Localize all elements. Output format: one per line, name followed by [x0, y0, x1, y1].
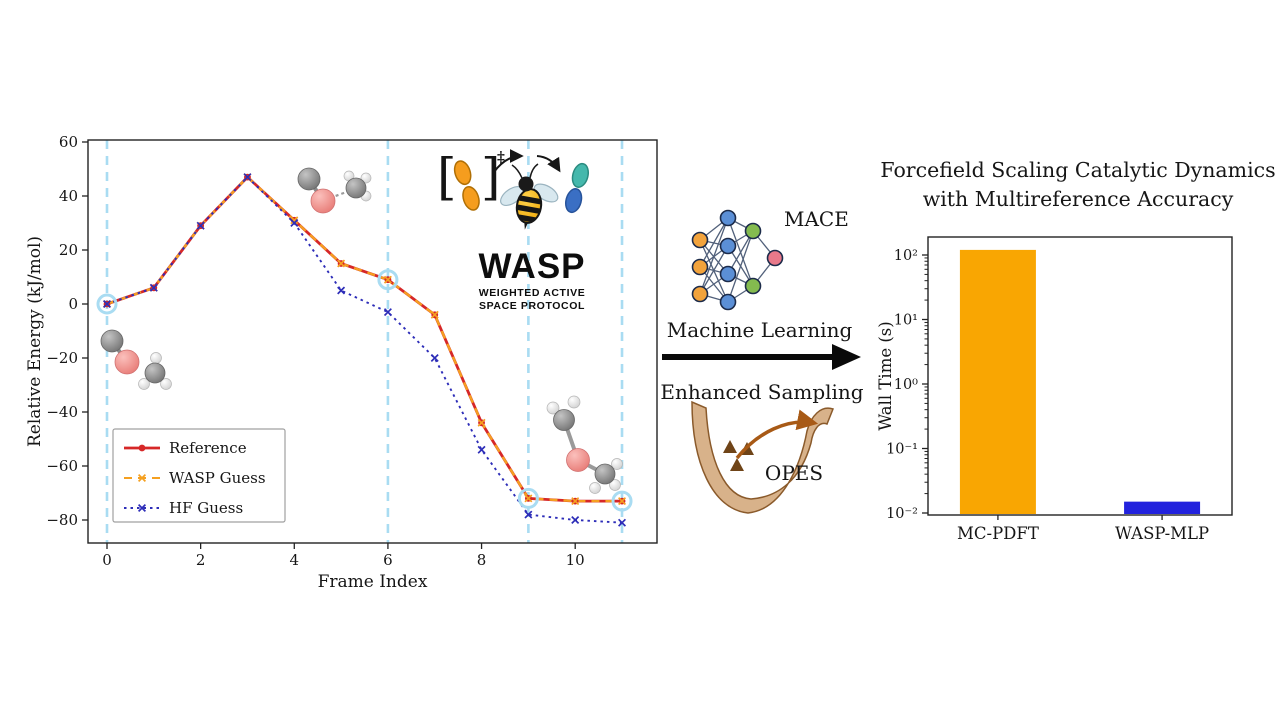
x-tick-label: 4	[290, 551, 300, 569]
x-tick-label: 10	[566, 551, 585, 569]
y-axis-label: Relative Energy (kJ/mol)	[25, 236, 45, 447]
x-marker	[290, 218, 299, 228]
legend-label: HF Guess	[169, 499, 243, 517]
flow-arrow-icon	[662, 344, 861, 370]
x-axis-label: Frame Index	[318, 572, 428, 592]
x-marker	[383, 308, 392, 317]
molecule-reactants-icon	[100, 329, 172, 390]
x-marker	[243, 173, 252, 182]
y-tick-label: −80	[46, 511, 78, 529]
molecule-transition-state-icon	[297, 167, 372, 214]
network-node	[719, 209, 737, 227]
network-node	[691, 258, 709, 276]
escape-arrow-icon	[735, 409, 819, 460]
teal-orbital-icon	[565, 162, 589, 214]
x-marker	[137, 473, 147, 483]
network-node	[691, 285, 709, 303]
wasp-logo-title: WASP	[478, 247, 586, 286]
x-marker	[618, 497, 627, 506]
x-marker	[571, 515, 580, 525]
x-marker	[430, 310, 439, 319]
network-node	[691, 231, 709, 249]
x-marker	[430, 353, 439, 363]
machine-learning-label: Machine Learning	[666, 318, 853, 342]
walltime-bar-chart: 10² 10¹ 10⁰ 10⁻¹ 10⁻² MC-PDFT WASP-MLP Wall Tim…	[876, 236, 1233, 543]
bar-chart-title: Forcefield Scaling Catalytic Dynamics wi…	[880, 158, 1276, 211]
x-tick-label: 0	[102, 551, 112, 569]
x-tick-label: MC-PDFT	[957, 524, 1039, 543]
network-node	[719, 293, 737, 311]
y-tick-label: 60	[59, 133, 78, 151]
highlight-halo	[517, 487, 539, 509]
orange-orbital-icon	[453, 160, 480, 211]
highlight-halo	[611, 490, 633, 512]
network-node	[719, 237, 737, 255]
opes-label: OPES	[764, 461, 824, 485]
bar-WASP-MLP	[1124, 501, 1201, 514]
x-tick-label: WASP-MLP	[1115, 524, 1209, 543]
bar-MC-PDFT	[959, 249, 1036, 514]
molecule-product-icon	[546, 395, 623, 494]
x-marker	[383, 275, 392, 284]
x-marker	[149, 283, 158, 292]
opes-well-icon	[691, 400, 834, 514]
y-tick-label: 40	[59, 187, 78, 205]
y-tick-label: 20	[59, 241, 78, 259]
mace-network-icon	[691, 209, 784, 311]
x-marker	[524, 494, 533, 503]
ts-bracket-open: [	[437, 148, 457, 206]
y-tick-label: 10⁰	[894, 377, 918, 393]
x-marker	[102, 299, 112, 309]
wasp-logo-icon	[453, 149, 589, 230]
network-node	[744, 277, 762, 295]
highlight-halo	[377, 269, 399, 291]
legend-label: Reference	[169, 439, 247, 457]
x-marker	[290, 216, 299, 225]
x-marker	[137, 503, 147, 513]
y-tick-label: 0	[68, 295, 78, 313]
y-tick-label: 10²	[894, 248, 918, 264]
y-axis-label: Wall Time (s)	[876, 321, 895, 430]
x-marker	[477, 445, 486, 454]
network-node	[719, 265, 737, 283]
highlight-halo	[96, 293, 118, 315]
wasp-logo-subtitle-line2: SPACE PROTOCOL	[478, 300, 586, 312]
x-marker	[196, 221, 205, 230]
y-tick-label: 10¹	[894, 313, 918, 329]
x-tick-label: 6	[383, 551, 393, 569]
energy-profile-chart: 60 40 20 0 −20 −40 −60 −80 0 2 4 6 8 10 Frame Index Rel…	[25, 133, 658, 592]
series-line	[106, 175, 623, 524]
y-tick-label: −20	[46, 349, 78, 367]
ts-bracket-close: ]	[481, 148, 501, 206]
x-marker	[337, 286, 346, 295]
x-marker	[571, 497, 580, 506]
wasp-logo-subtitle-line1: WEIGHTED ACTIVE	[478, 287, 586, 299]
swap-arrow-left-icon	[493, 149, 524, 173]
legend-label: WASP Guess	[169, 469, 266, 487]
axes-frame	[927, 236, 1233, 516]
network-node	[766, 249, 784, 267]
swap-arrow-right-icon	[536, 155, 561, 173]
bee-icon	[500, 163, 559, 230]
network-node	[744, 222, 762, 240]
x-marker	[477, 418, 486, 427]
x-marker	[337, 259, 346, 268]
axes-frame	[87, 139, 658, 544]
mace-label: MACE	[784, 207, 849, 231]
legend-box	[112, 428, 286, 523]
y-tick-label: −40	[46, 403, 78, 421]
x-tick-label: 8	[477, 551, 487, 569]
x-marker	[618, 518, 627, 527]
x-marker	[524, 510, 533, 519]
y-tick-label: 10⁻²	[886, 506, 918, 522]
y-tick-label: −60	[46, 457, 78, 475]
x-tick-label: 2	[196, 551, 206, 569]
y-tick-label: 10⁻¹	[886, 442, 918, 458]
enhanced-sampling-label: Enhanced Sampling	[660, 380, 864, 404]
transition-state-symbol: ‡	[497, 148, 505, 166]
